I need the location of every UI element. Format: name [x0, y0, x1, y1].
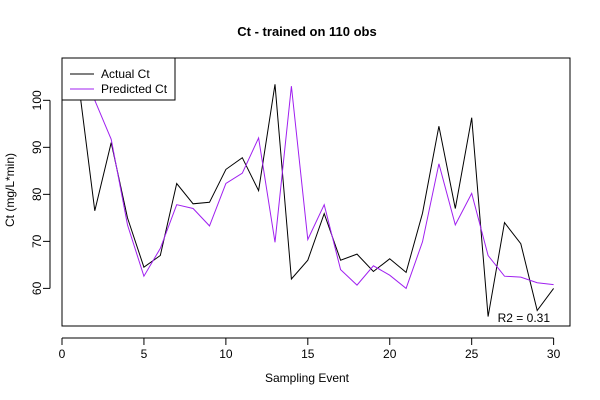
x-tick-label: 25: [465, 347, 479, 361]
x-tick-label: 10: [219, 347, 233, 361]
y-tick-label: 60: [30, 281, 44, 295]
plot-frame: [61, 57, 571, 327]
x-tick-label: 0: [59, 347, 66, 361]
x-axis-label: Sampling Event: [265, 371, 350, 385]
y-axis-label: Ct (mg/L*min): [3, 153, 17, 227]
y-tick-label: 70: [30, 234, 44, 248]
chart-title: Ct - trained on 110 obs: [237, 24, 376, 39]
r2-annotation: R2 = 0.31: [498, 311, 551, 325]
x-tick-label: 20: [383, 347, 397, 361]
series-line-predicted-ct: [77, 74, 554, 290]
x-tick-label: 30: [547, 347, 561, 361]
legend-box: [61, 57, 176, 101]
axes: 0 5 10 15 20 25 30 60 70 80 90 100: [30, 90, 560, 361]
series-line-actual-ct: [77, 81, 555, 317]
y-tick-label: 100: [30, 90, 44, 110]
legend-label: Predicted Ct: [101, 82, 168, 96]
y-tick-label: 80: [30, 187, 44, 201]
y-tick-label: 90: [30, 140, 44, 154]
legend-label: Actual Ct: [101, 67, 150, 81]
x-tick-label: 5: [141, 347, 148, 361]
series-layer: [77, 74, 555, 317]
x-tick-label: 15: [301, 347, 315, 361]
